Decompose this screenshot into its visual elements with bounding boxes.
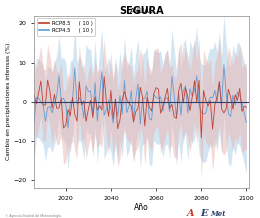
Text: E: E <box>200 209 207 218</box>
X-axis label: Año: Año <box>134 203 149 213</box>
Text: ANUAL: ANUAL <box>129 8 153 14</box>
Title: SEGURA: SEGURA <box>119 5 164 15</box>
Text: A: A <box>187 209 195 218</box>
Text: Met: Met <box>211 210 226 218</box>
Legend: RCP8.5     ( 10 ), RCP4.5     ( 10 ): RCP8.5 ( 10 ), RCP4.5 ( 10 ) <box>37 18 95 36</box>
Y-axis label: Cambio en precipitaciones intensas (%): Cambio en precipitaciones intensas (%) <box>5 43 11 160</box>
Text: © Agencia Estatal de Meteorología: © Agencia Estatal de Meteorología <box>5 214 61 218</box>
